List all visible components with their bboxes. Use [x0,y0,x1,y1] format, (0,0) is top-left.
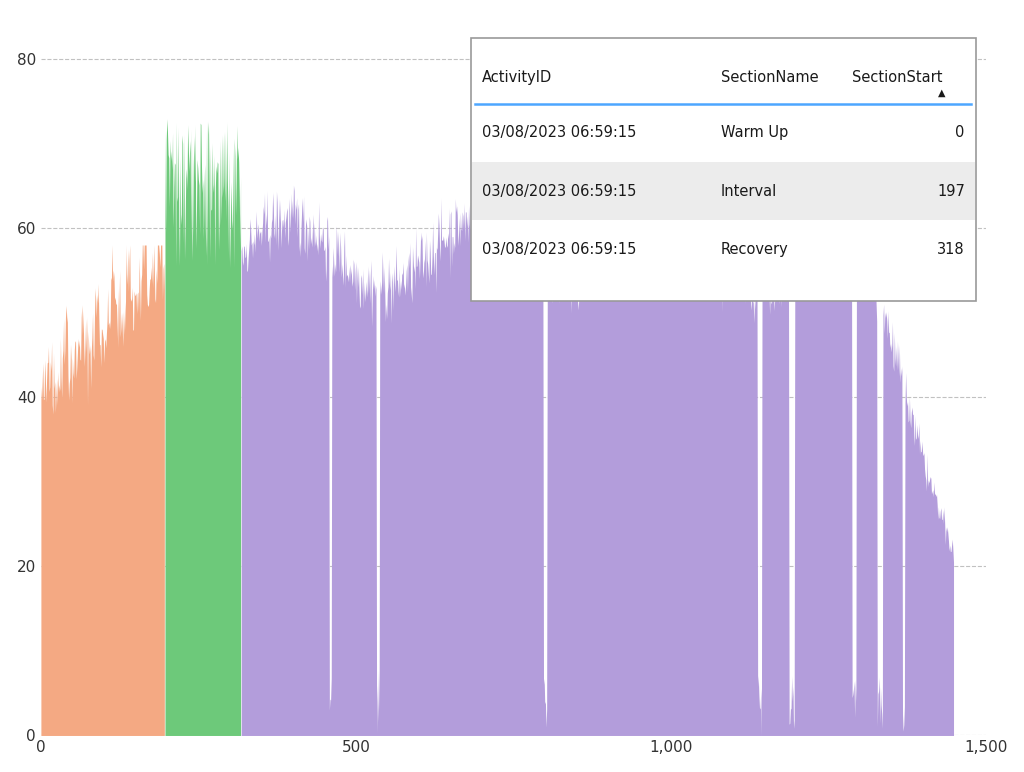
Text: 03/08/2023 06:59:15: 03/08/2023 06:59:15 [482,125,637,141]
Text: 0: 0 [955,125,965,141]
Text: 03/08/2023 06:59:15: 03/08/2023 06:59:15 [482,242,637,257]
Text: ActivityID: ActivityID [482,70,552,85]
Text: 03/08/2023 06:59:15: 03/08/2023 06:59:15 [482,184,637,198]
Text: SectionStart: SectionStart [852,70,943,85]
Text: Warm Up: Warm Up [721,125,788,141]
Text: 318: 318 [937,242,965,257]
FancyBboxPatch shape [472,162,975,220]
FancyBboxPatch shape [471,39,976,300]
Text: SectionName: SectionName [721,70,818,85]
Text: Recovery: Recovery [721,242,788,257]
Text: ▲: ▲ [938,88,946,98]
Text: Interval: Interval [721,184,777,198]
Text: 197: 197 [937,184,965,198]
